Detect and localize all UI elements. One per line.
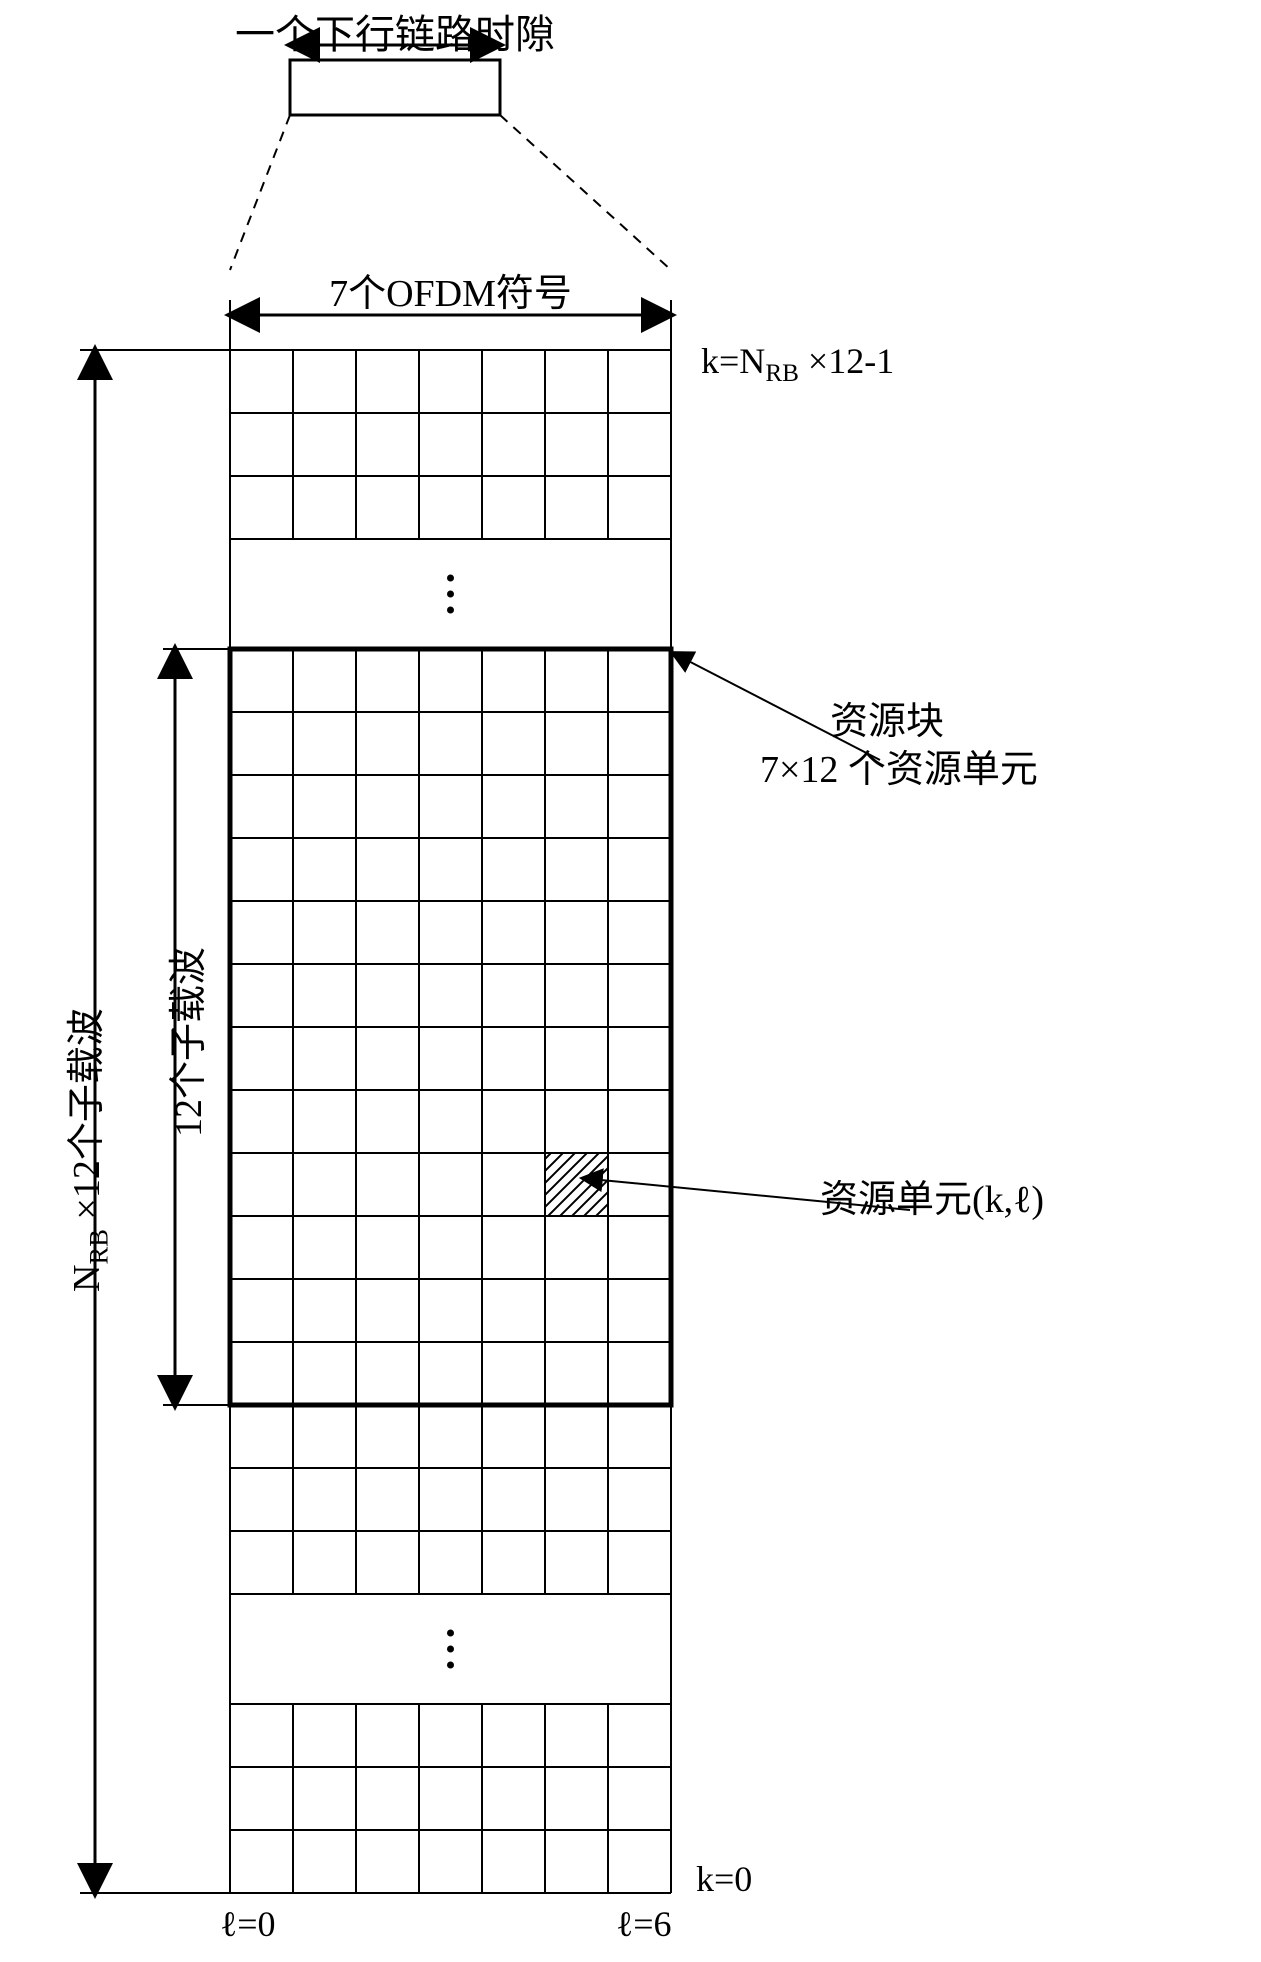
- ofdm-label: 7个OFDM符号: [329, 262, 572, 317]
- subc12-label: 12个子载波: [157, 947, 212, 1137]
- rb-label-1: 资源块: [830, 690, 944, 745]
- subc-all-label: NRB ×12个子载波: [55, 1008, 115, 1292]
- slot-title: 一个下行链路时隙: [235, 2, 555, 60]
- k-bottom-label: k=0: [696, 1858, 752, 1900]
- l-right-label: ℓ=6: [616, 1903, 672, 1945]
- re-label: 资源单元(k,ℓ): [820, 1168, 1044, 1223]
- rb-label-2: 7×12 个资源单元: [760, 738, 1038, 793]
- k-top-label: k=NRB ×12-1: [701, 340, 894, 388]
- l-left-label: ℓ=0: [220, 1903, 276, 1945]
